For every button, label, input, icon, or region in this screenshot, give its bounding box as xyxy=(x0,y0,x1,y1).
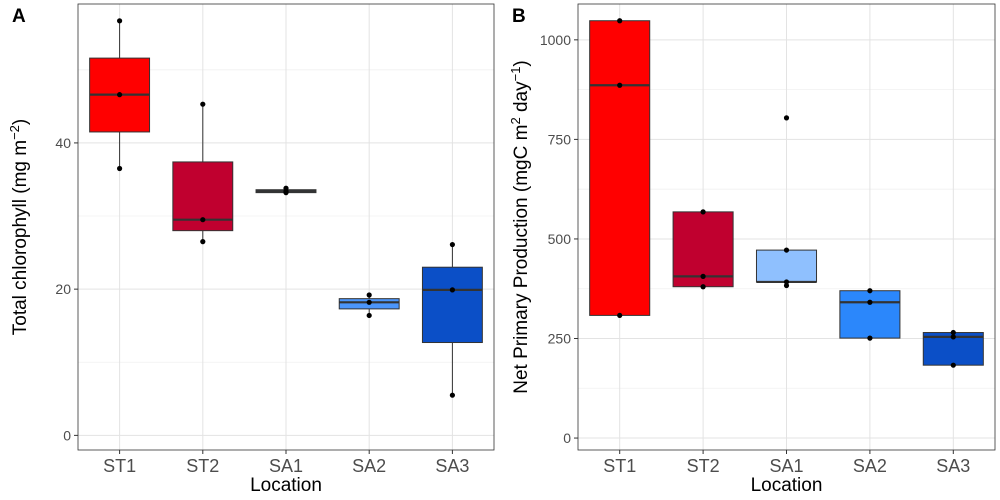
panel-a-ylabel-main: Total chlorophyll (mg m xyxy=(10,140,31,335)
data-point-st2 xyxy=(200,239,206,245)
data-point-st1 xyxy=(617,18,623,24)
x-tick-label: ST2 xyxy=(186,456,219,476)
x-tick-label: SA1 xyxy=(269,456,303,476)
x-tick-label: SA3 xyxy=(936,456,970,476)
x-tick-label: SA2 xyxy=(352,456,386,476)
panel-b-letter: B xyxy=(512,6,526,27)
y-tick-label: 40 xyxy=(55,135,71,151)
y-tick-label: 0 xyxy=(63,427,71,443)
panel-a-x-axis-title: Location xyxy=(250,475,322,496)
panel-a-ylabel-sup: −2 xyxy=(7,125,22,140)
data-point-st2 xyxy=(200,217,206,223)
box-body xyxy=(589,20,651,316)
data-point-sa1 xyxy=(783,282,790,289)
panel-b-ylabel-end: ) xyxy=(511,60,532,66)
data-point-st1 xyxy=(117,165,123,172)
data-point-sa1 xyxy=(783,247,790,253)
panel-a: A 0 20 40 ST1 ST2 SA1 SA2 SA3 Location Total c… xyxy=(7,3,495,496)
data-point-sa2 xyxy=(366,299,372,305)
panel-b-boxes xyxy=(589,18,984,368)
data-point-sa1 xyxy=(283,190,289,196)
data-point-sa3 xyxy=(449,241,455,248)
data-point-st1 xyxy=(117,18,123,24)
data-point-sa3 xyxy=(449,392,455,398)
box-sa2 xyxy=(839,290,901,339)
x-tick-label: SA1 xyxy=(769,456,803,476)
y-tick-label: 250 xyxy=(548,331,572,347)
panel-b-ylabel-sup2: −1 xyxy=(508,67,523,82)
data-point-sa3 xyxy=(950,329,956,336)
box-st1 xyxy=(589,20,651,316)
data-point-st2 xyxy=(700,273,706,279)
data-point-sa2 xyxy=(867,288,873,294)
data-point-sa2 xyxy=(867,335,873,341)
y-tick-label: 0 xyxy=(563,430,571,446)
box-body xyxy=(755,249,818,283)
data-point-sa2 xyxy=(867,299,873,305)
data-point-sa3 xyxy=(449,287,455,293)
box-body xyxy=(421,266,483,344)
y-tick-label: 1000 xyxy=(540,32,571,48)
x-tick-label: SA3 xyxy=(435,456,469,476)
panel-b-ylabel-sup: 2 xyxy=(508,117,523,124)
data-point-sa3 xyxy=(950,362,956,368)
data-point-sa2 xyxy=(366,312,372,319)
y-tick-label: 750 xyxy=(548,131,572,147)
box-body xyxy=(839,290,901,339)
x-tick-label: ST1 xyxy=(603,456,636,476)
panel-b-y-axis-title: Net Primary Production (mgC m2 day−1) xyxy=(508,60,532,394)
panel-b-ylabel-main: Net Primary Production (mgC m xyxy=(511,125,532,394)
x-tick-label: ST2 xyxy=(687,456,720,476)
panel-a-boxes xyxy=(89,18,483,398)
panel-a-letter: A xyxy=(12,6,26,27)
x-tick-label: ST1 xyxy=(103,456,136,476)
x-tick-label: SA2 xyxy=(853,456,887,476)
panel-b-ylabel-mid: day xyxy=(511,81,532,117)
panel-b: B 0 250 500 750 1000 ST1 ST2 SA1 SA2 SA3 Locatio… xyxy=(508,3,996,496)
panel-b-x-axis-title: Location xyxy=(751,475,823,496)
panel-a-y-ticks: 0 20 40 xyxy=(55,135,78,443)
y-tick-label: 500 xyxy=(548,231,572,247)
data-point-sa1 xyxy=(783,279,790,285)
panel-a-x-ticks: ST1 ST2 SA1 SA2 SA3 xyxy=(103,450,469,476)
box-sa3 xyxy=(421,244,483,396)
data-point-sa1 xyxy=(783,115,790,121)
data-point-st2 xyxy=(700,209,706,215)
data-point-st2 xyxy=(200,101,206,107)
y-tick-label: 20 xyxy=(55,281,71,297)
data-point-st1 xyxy=(617,82,623,88)
panel-a-ylabel-end: ) xyxy=(10,119,31,125)
data-point-sa2 xyxy=(366,292,372,298)
data-point-st1 xyxy=(117,92,123,98)
panel-b-x-ticks: ST1 ST2 SA1 SA2 SA3 xyxy=(603,450,970,476)
data-point-sa3 xyxy=(950,334,956,340)
panel-b-y-ticks: 0 250 500 750 1000 xyxy=(540,32,578,446)
panel-a-y-axis-title: Total chlorophyll (mg m−2) xyxy=(7,119,31,336)
data-point-st1 xyxy=(617,312,623,319)
data-point-st2 xyxy=(700,284,706,290)
